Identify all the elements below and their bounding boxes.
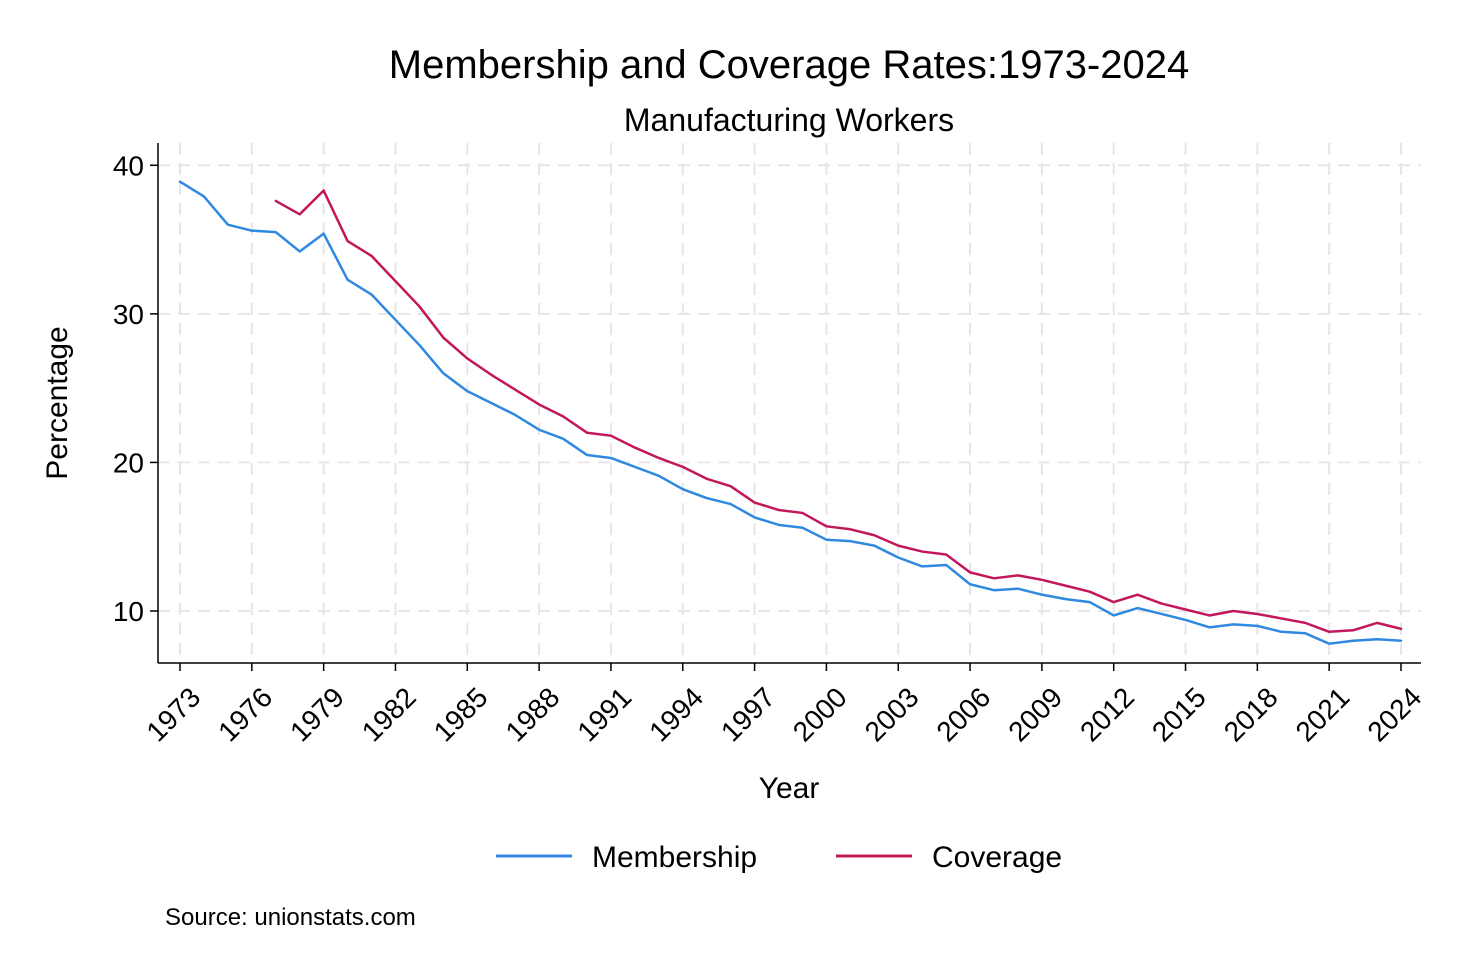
x-tick-label: 2009 xyxy=(1002,681,1068,747)
x-tick-label: 2000 xyxy=(787,681,853,747)
chart-title: Membership and Coverage Rates:1973-2024 xyxy=(389,43,1190,87)
x-tick-label: 1988 xyxy=(500,681,566,747)
x-tick-label: 1973 xyxy=(140,681,206,747)
series xyxy=(178,180,1403,645)
ticks: 10 20 30 40 1973 1976 1979 1982 1985 1988 1991 1994… xyxy=(113,150,1428,747)
legend-label-membership: Membership xyxy=(592,841,757,874)
y-tick-label: 10 xyxy=(113,596,144,627)
x-tick-label: 1994 xyxy=(643,681,709,747)
x-tick-label: 2024 xyxy=(1361,681,1427,747)
axes xyxy=(157,143,1421,664)
grid xyxy=(158,143,1421,663)
x-axis-title: Year xyxy=(759,772,820,805)
x-tick-label: 1991 xyxy=(571,681,637,747)
source-note: Source: unionstats.com xyxy=(165,904,416,931)
series-line-coverage xyxy=(274,189,1403,634)
x-tick-label: 1976 xyxy=(212,681,278,747)
x-tick-label: 1985 xyxy=(428,681,494,747)
x-tick-label: 2015 xyxy=(1146,681,1212,747)
legend-label-coverage: Coverage xyxy=(932,841,1062,874)
legend: Membership Coverage xyxy=(496,841,1062,874)
chart-subtitle: Manufacturing Workers xyxy=(624,102,954,138)
x-tick-label: 1982 xyxy=(356,681,422,747)
y-tick-label: 30 xyxy=(113,299,144,330)
x-tick-label: 2003 xyxy=(859,681,925,747)
y-axis-title: Percentage xyxy=(41,326,74,479)
y-tick-label: 20 xyxy=(113,447,144,478)
x-tick-label: 1979 xyxy=(284,681,350,747)
x-tick-label: 1997 xyxy=(715,681,781,747)
x-tick-label: 2018 xyxy=(1218,681,1284,747)
x-tick-label: 2021 xyxy=(1290,681,1356,747)
x-tick-label: 2006 xyxy=(930,681,996,747)
y-tick-label: 40 xyxy=(113,150,144,181)
x-tick-label: 2012 xyxy=(1074,681,1140,747)
series-line-membership xyxy=(178,180,1403,645)
